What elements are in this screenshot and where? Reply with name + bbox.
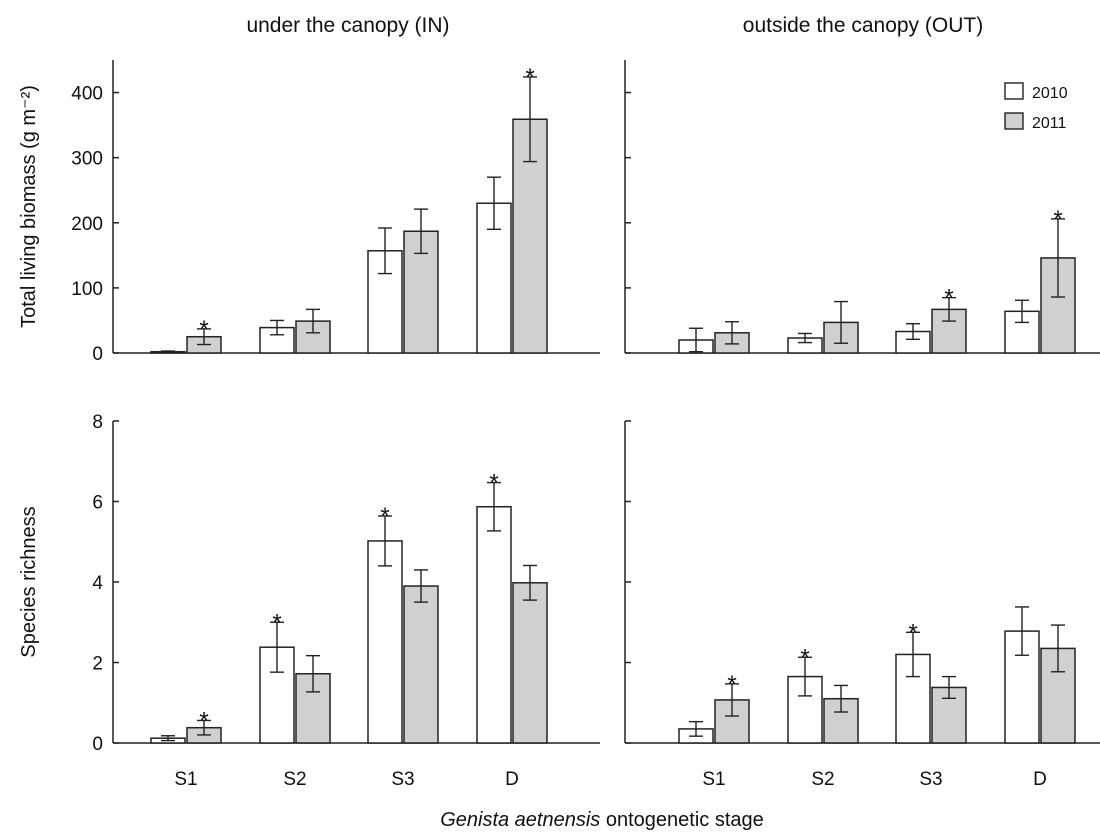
panel-title-in: under the canopy (IN): [246, 14, 449, 37]
legend-label-2011: 2011: [1032, 115, 1067, 132]
panel-1: 0 100 200 300 400 Total living biomass (g m⁻²…: [18, 60, 600, 365]
panel-title-out: outside the canopy (OUT): [743, 14, 983, 37]
y-axis-label: Species richness: [18, 506, 40, 657]
panels: 0 100 200 300 400 Total living biomass (g m⁻²…: [18, 60, 1100, 790]
x-tick-label: D: [1033, 769, 1047, 790]
y-tick-label: 2: [92, 654, 103, 675]
x-tick-label: S1: [174, 769, 197, 790]
significance-star: *: [489, 470, 498, 497]
significance-star: *: [1053, 206, 1062, 233]
y-tick-label: 0: [92, 734, 103, 755]
x-tick-label: S2: [283, 769, 306, 790]
significance-star: *: [272, 609, 281, 636]
panel-4: * S1 * S2 * S3 D: [624, 420, 1100, 790]
y-tick-label: 400: [71, 84, 103, 105]
y-axis-label: Total living biomass (g m⁻²): [18, 85, 40, 328]
panel-2: **: [624, 60, 1100, 354]
panel-3: 0 2 4 6 8 Species richness * S1 * S2 * S3 * D: [18, 412, 600, 790]
x-axis-label-rest: ontogenetic stage: [600, 809, 763, 831]
x-tick-label: S2: [811, 769, 834, 790]
x-tick-label: D: [505, 769, 519, 790]
significance-star: *: [800, 644, 809, 671]
x-axis-label: Genista aetnensis ontogenetic stage: [440, 809, 764, 831]
y-tick-label: 8: [92, 412, 103, 433]
legend-swatch-2011: [1004, 112, 1024, 130]
y-tick-label: 200: [71, 214, 103, 235]
bar-2010: [367, 540, 403, 744]
legend: 2010 2011: [1004, 82, 1068, 132]
y-tick-label: 4: [92, 573, 103, 594]
bar-2011: [403, 585, 439, 744]
x-tick-label: S1: [702, 769, 725, 790]
significance-star: *: [525, 64, 534, 91]
y-tick-label: 300: [71, 149, 103, 170]
y-tick-label: 0: [92, 344, 103, 365]
bar-2010: [476, 505, 512, 744]
x-tick-label: S3: [391, 769, 414, 790]
y-tick-label: 6: [92, 493, 103, 514]
y-tick-label: 100: [71, 279, 103, 300]
significance-star: *: [944, 285, 953, 312]
significance-star: *: [199, 316, 208, 343]
significance-star: *: [727, 671, 736, 698]
x-axis-label-species: Genista aetnensis: [440, 809, 600, 831]
legend-label-2010: 2010: [1032, 85, 1068, 102]
significance-star: *: [199, 707, 208, 734]
bar-2011: [512, 582, 548, 744]
significance-star: *: [380, 503, 389, 530]
x-tick-label: S3: [919, 769, 942, 790]
legend-swatch-2010: [1004, 82, 1024, 100]
significance-star: *: [908, 619, 917, 646]
